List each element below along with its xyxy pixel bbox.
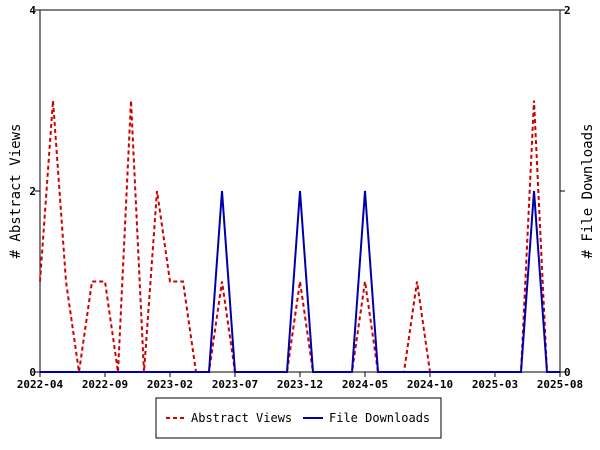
y-left-tick-label: 4 (29, 4, 36, 17)
series-lines (39, 100, 560, 373)
x-tick-label: 2025-03 (472, 378, 518, 391)
y-right-tick-label: 2 (564, 4, 571, 17)
legend: Abstract Views File Downloads (155, 397, 442, 439)
x-tick-label: 2024-05 (342, 378, 388, 391)
x-tick-label: 2025-08 (537, 378, 583, 391)
y-axis-left-title: # Abstract Views (8, 124, 24, 259)
y-left-tick-label: 2 (29, 185, 36, 198)
x-tick-label: 2024-10 (407, 378, 453, 391)
y-right-tick-label: 0 (564, 366, 571, 379)
x-tick-label: 2023-12 (277, 378, 323, 391)
legend-box (155, 397, 442, 439)
series-line-file-downloads (40, 190, 560, 373)
legend-label-file-downloads: File Downloads (329, 411, 430, 425)
x-tick-label: 2022-09 (82, 378, 128, 391)
x-tick-label: 2022-04 (17, 378, 64, 391)
y-axis-right-title: # File Downloads (580, 124, 596, 259)
x-tick-label: 2023-02 (147, 378, 193, 391)
legend-label-abstract-views: Abstract Views (191, 411, 292, 425)
axes: 2022-04 2022-09 2023-02 2023-07 2023-12 2024-… (17, 4, 583, 391)
x-tick-label: 2023-07 (212, 378, 258, 391)
y-left-tick-label: 0 (29, 366, 36, 379)
